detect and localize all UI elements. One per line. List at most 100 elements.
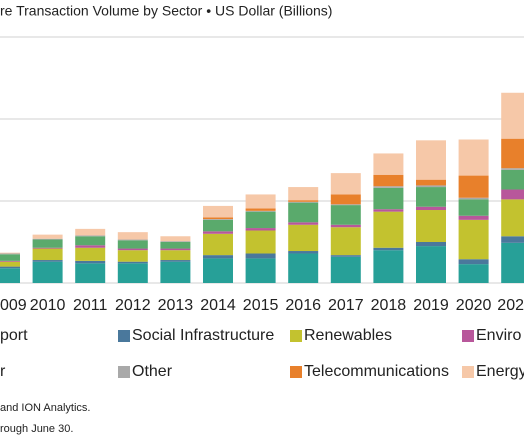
bar-segment: [288, 187, 319, 201]
bar-segment: [458, 139, 489, 176]
bar-segment: [330, 194, 361, 205]
x-tick-label: 2019: [413, 297, 449, 314]
bar-segment: [416, 242, 446, 247]
bar-segment: [203, 233, 233, 256]
bar-segment: [288, 224, 319, 252]
chart-title: re Transaction Volume by Sector • US Dol…: [0, 3, 332, 19]
x-tick-label: 202: [497, 297, 524, 314]
bar-segment: [330, 205, 361, 225]
x-tick-label: 2014: [200, 297, 236, 314]
bar-segment: [75, 260, 106, 264]
bar-segment: [117, 240, 148, 249]
bar-segment: [501, 168, 524, 170]
bar-segment: [75, 235, 106, 237]
bar-segment: [373, 187, 404, 210]
bar-segment: [75, 245, 106, 248]
bar-segment: [373, 247, 404, 251]
x-tick-label: 2018: [371, 297, 407, 314]
bar-segment: [75, 263, 106, 283]
bar-segment: [288, 253, 319, 283]
x-tick-label: 2016: [285, 297, 321, 314]
bar-segment: [117, 261, 148, 264]
bar-segment: [501, 199, 524, 237]
bar-segment: [245, 253, 276, 259]
bar-segment: [245, 208, 276, 211]
legend-label: port: [0, 327, 28, 344]
bar-segment: [203, 255, 233, 259]
bar-segment: [32, 247, 63, 249]
bar-segment: [373, 211, 404, 248]
x-tick-label: 2011: [73, 297, 108, 314]
bar-segment: [458, 197, 489, 200]
bar-segment: [501, 236, 524, 243]
bar-segment: [458, 264, 489, 283]
bar-segment: [160, 242, 191, 249]
bar-segment: [288, 222, 319, 225]
bar-segment: [245, 228, 276, 231]
bar-segment: [245, 210, 276, 212]
legend-label: Social Infrastructure: [132, 327, 274, 344]
bar-segment: [416, 185, 446, 188]
bar-segment: [75, 236, 106, 246]
legend-label: Energy: [476, 363, 524, 380]
bar-segment: [117, 250, 148, 262]
bar-segment: [373, 209, 404, 212]
bar-segment: [160, 236, 191, 242]
legend-swatch: [462, 366, 474, 378]
bar-segment: [160, 261, 191, 283]
bar-segment: [416, 206, 446, 211]
bar-segment: [75, 228, 106, 236]
bar-segment: [373, 250, 404, 283]
bar-segment: [0, 260, 20, 262]
x-tick-label: 2010: [30, 297, 66, 314]
bar-segment: [458, 259, 489, 265]
bar-segment: [288, 251, 319, 254]
bar-segment: [373, 153, 404, 175]
bar-segment: [245, 258, 276, 283]
bar-segment: [288, 202, 319, 223]
bar-segment: [373, 174, 404, 187]
bar-segment: [117, 232, 148, 240]
bar-segment: [0, 252, 20, 254]
legend-swatch: [462, 330, 474, 342]
bar-segment: [288, 200, 319, 202]
bar-segment: [32, 248, 63, 261]
bar-segment: [160, 260, 191, 262]
bar-segment: [416, 140, 446, 180]
legend-swatch: [290, 330, 302, 342]
bar-segment: [203, 217, 233, 220]
bar-segment: [0, 268, 20, 283]
bar-segment: [501, 138, 524, 169]
bar-segment: [288, 201, 319, 203]
bar-segment: [458, 215, 489, 220]
bar-segment: [501, 242, 524, 283]
legend-swatch: [290, 366, 302, 378]
bar-segment: [117, 263, 148, 283]
legend-label: Enviro: [476, 327, 521, 344]
bar-segment: [458, 175, 489, 198]
bar-segment: [330, 227, 361, 256]
bar-segment: [458, 199, 489, 216]
x-tick-label: 2012: [115, 297, 151, 314]
legend-label: Telecommunications: [304, 363, 449, 380]
bar-segment: [0, 253, 20, 255]
bar-segment: [245, 211, 276, 229]
bar-segment: [203, 231, 233, 234]
bar-segment: [0, 266, 20, 269]
bar-segment: [117, 248, 148, 251]
bar-segment: [160, 241, 191, 242]
x-tick-label: 2020: [456, 297, 492, 314]
bar-segment: [245, 194, 276, 209]
bar-segment: [0, 254, 20, 261]
bar-segment: [416, 246, 446, 283]
bar-segment: [330, 256, 361, 283]
bar-segment: [245, 230, 276, 254]
bar-segment: [32, 238, 63, 240]
bar-segment: [203, 219, 233, 220]
bar-segment: [416, 210, 446, 242]
bar-segment: [458, 219, 489, 260]
bar-segment: [0, 261, 20, 267]
legend-label: Other: [132, 363, 173, 380]
bar-segment: [160, 250, 191, 261]
x-tick-label: 2015: [243, 297, 279, 314]
